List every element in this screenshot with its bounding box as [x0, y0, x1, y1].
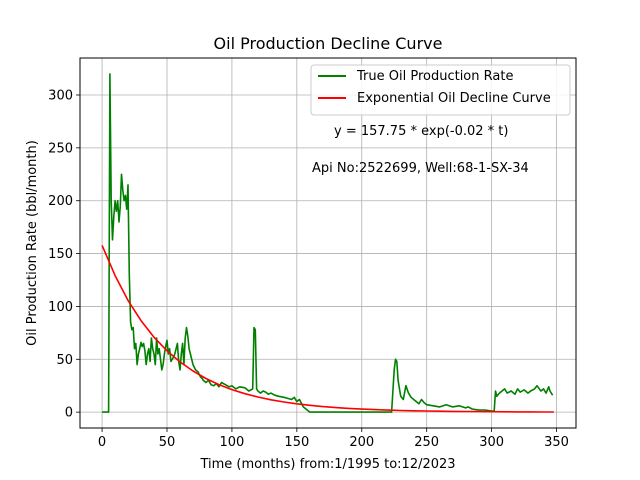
x-axis-ticks: 0 50 100 150 200 250 300 350 — [98, 428, 569, 450]
x-tick-label-250: 250 — [414, 435, 439, 450]
x-tick-label-350: 350 — [544, 435, 569, 450]
chart-title: Oil Production Decline Curve — [214, 34, 443, 53]
legend-label-true-rate: True Oil Production Rate — [356, 69, 513, 84]
x-tick-label-200: 200 — [349, 435, 374, 450]
x-tick-label-150: 150 — [284, 435, 309, 450]
annotation-well-info: Api No:2522699, Well:68-1-SX-34 — [312, 161, 529, 176]
x-tick-label-0: 0 — [98, 435, 106, 450]
annotation-equation: y = 157.75 * exp(-0.02 * t) — [334, 124, 508, 139]
legend-box — [310, 64, 571, 116]
y-tick-label-0: 0 — [65, 406, 73, 421]
y-tick-label-250: 250 — [48, 141, 73, 156]
series-layer — [101, 73, 554, 413]
y-axis-ticks: 0 50 100 150 200 250 300 — [48, 89, 80, 421]
x-tick-label-300: 300 — [479, 435, 504, 450]
legend: True Oil Production Rate Exponential Oil… — [310, 64, 571, 116]
y-tick-label-200: 200 — [48, 194, 73, 209]
x-axis-label: Time (months) from:1/1995 to:12/2023 — [199, 457, 455, 472]
y-tick-label-100: 100 — [48, 300, 73, 315]
x-tick-label-50: 50 — [159, 435, 176, 450]
y-tick-label-300: 300 — [48, 89, 73, 104]
plot-area-frame — [79, 57, 577, 429]
x-tick-label-100: 100 — [220, 435, 245, 450]
y-tick-label-50: 50 — [56, 353, 73, 368]
y-axis-label: Oil Production Rate (bbl/month) — [25, 140, 40, 346]
y-tick-label-150: 150 — [48, 247, 73, 262]
legend-label-decline-curve: Exponential Oil Decline Curve — [357, 91, 551, 106]
series-line-decline-curve — [101, 245, 554, 413]
